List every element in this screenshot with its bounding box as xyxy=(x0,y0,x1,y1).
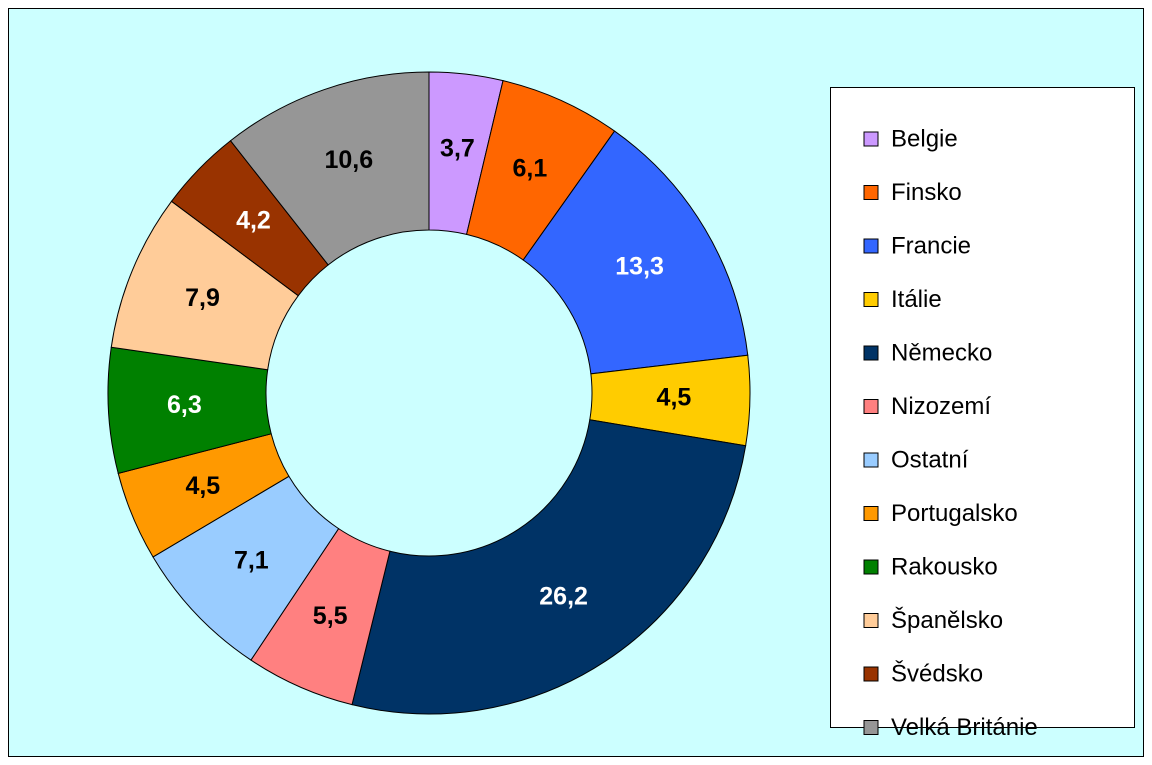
value-label: 5,5 xyxy=(313,602,348,630)
legend-swatch xyxy=(863,613,879,628)
legend-swatch xyxy=(863,399,879,414)
legend-label: Itálie xyxy=(891,286,942,313)
legend-swatch xyxy=(863,506,879,521)
legend-box xyxy=(830,87,1135,728)
value-label: 7,1 xyxy=(234,546,269,574)
legend-label: Švédsko xyxy=(891,659,983,687)
legend-label: Finsko xyxy=(891,179,962,206)
legend-label: Velká Británie xyxy=(891,714,1038,741)
legend-swatch xyxy=(863,345,879,361)
legend-swatch xyxy=(863,452,879,468)
legend-swatch xyxy=(863,666,879,682)
legend-label: Nizozemí xyxy=(891,393,991,420)
legend-swatch xyxy=(863,238,879,254)
legend-label: Německo xyxy=(891,339,992,366)
legend-swatch xyxy=(863,720,879,735)
legend-label: Ostatní xyxy=(891,446,969,473)
legend-swatch xyxy=(863,559,879,575)
legend-swatch xyxy=(863,131,879,147)
value-label: 6,1 xyxy=(513,154,548,182)
value-label: 10,6 xyxy=(324,146,373,174)
legend-label: Rakousko xyxy=(891,553,998,580)
value-label: 26,2 xyxy=(539,582,588,610)
donut-segment xyxy=(351,419,747,715)
legend-label: Francie xyxy=(891,232,971,259)
value-label: 6,3 xyxy=(167,391,202,419)
value-label: 4,5 xyxy=(657,383,692,411)
value-label: 13,3 xyxy=(615,252,664,280)
value-label: 4,5 xyxy=(185,472,220,500)
donut-segment xyxy=(522,130,749,375)
legend-label: Španělsko xyxy=(891,606,1003,634)
legend-swatch xyxy=(863,292,879,307)
value-label: 4,2 xyxy=(236,207,271,235)
donut-segment xyxy=(229,71,430,266)
legend-label: Portugalsko xyxy=(891,500,1018,527)
legend-swatch xyxy=(863,185,879,200)
value-label: 7,9 xyxy=(185,284,220,312)
value-label: 3,7 xyxy=(440,134,475,162)
legend-label: Belgie xyxy=(891,125,958,152)
